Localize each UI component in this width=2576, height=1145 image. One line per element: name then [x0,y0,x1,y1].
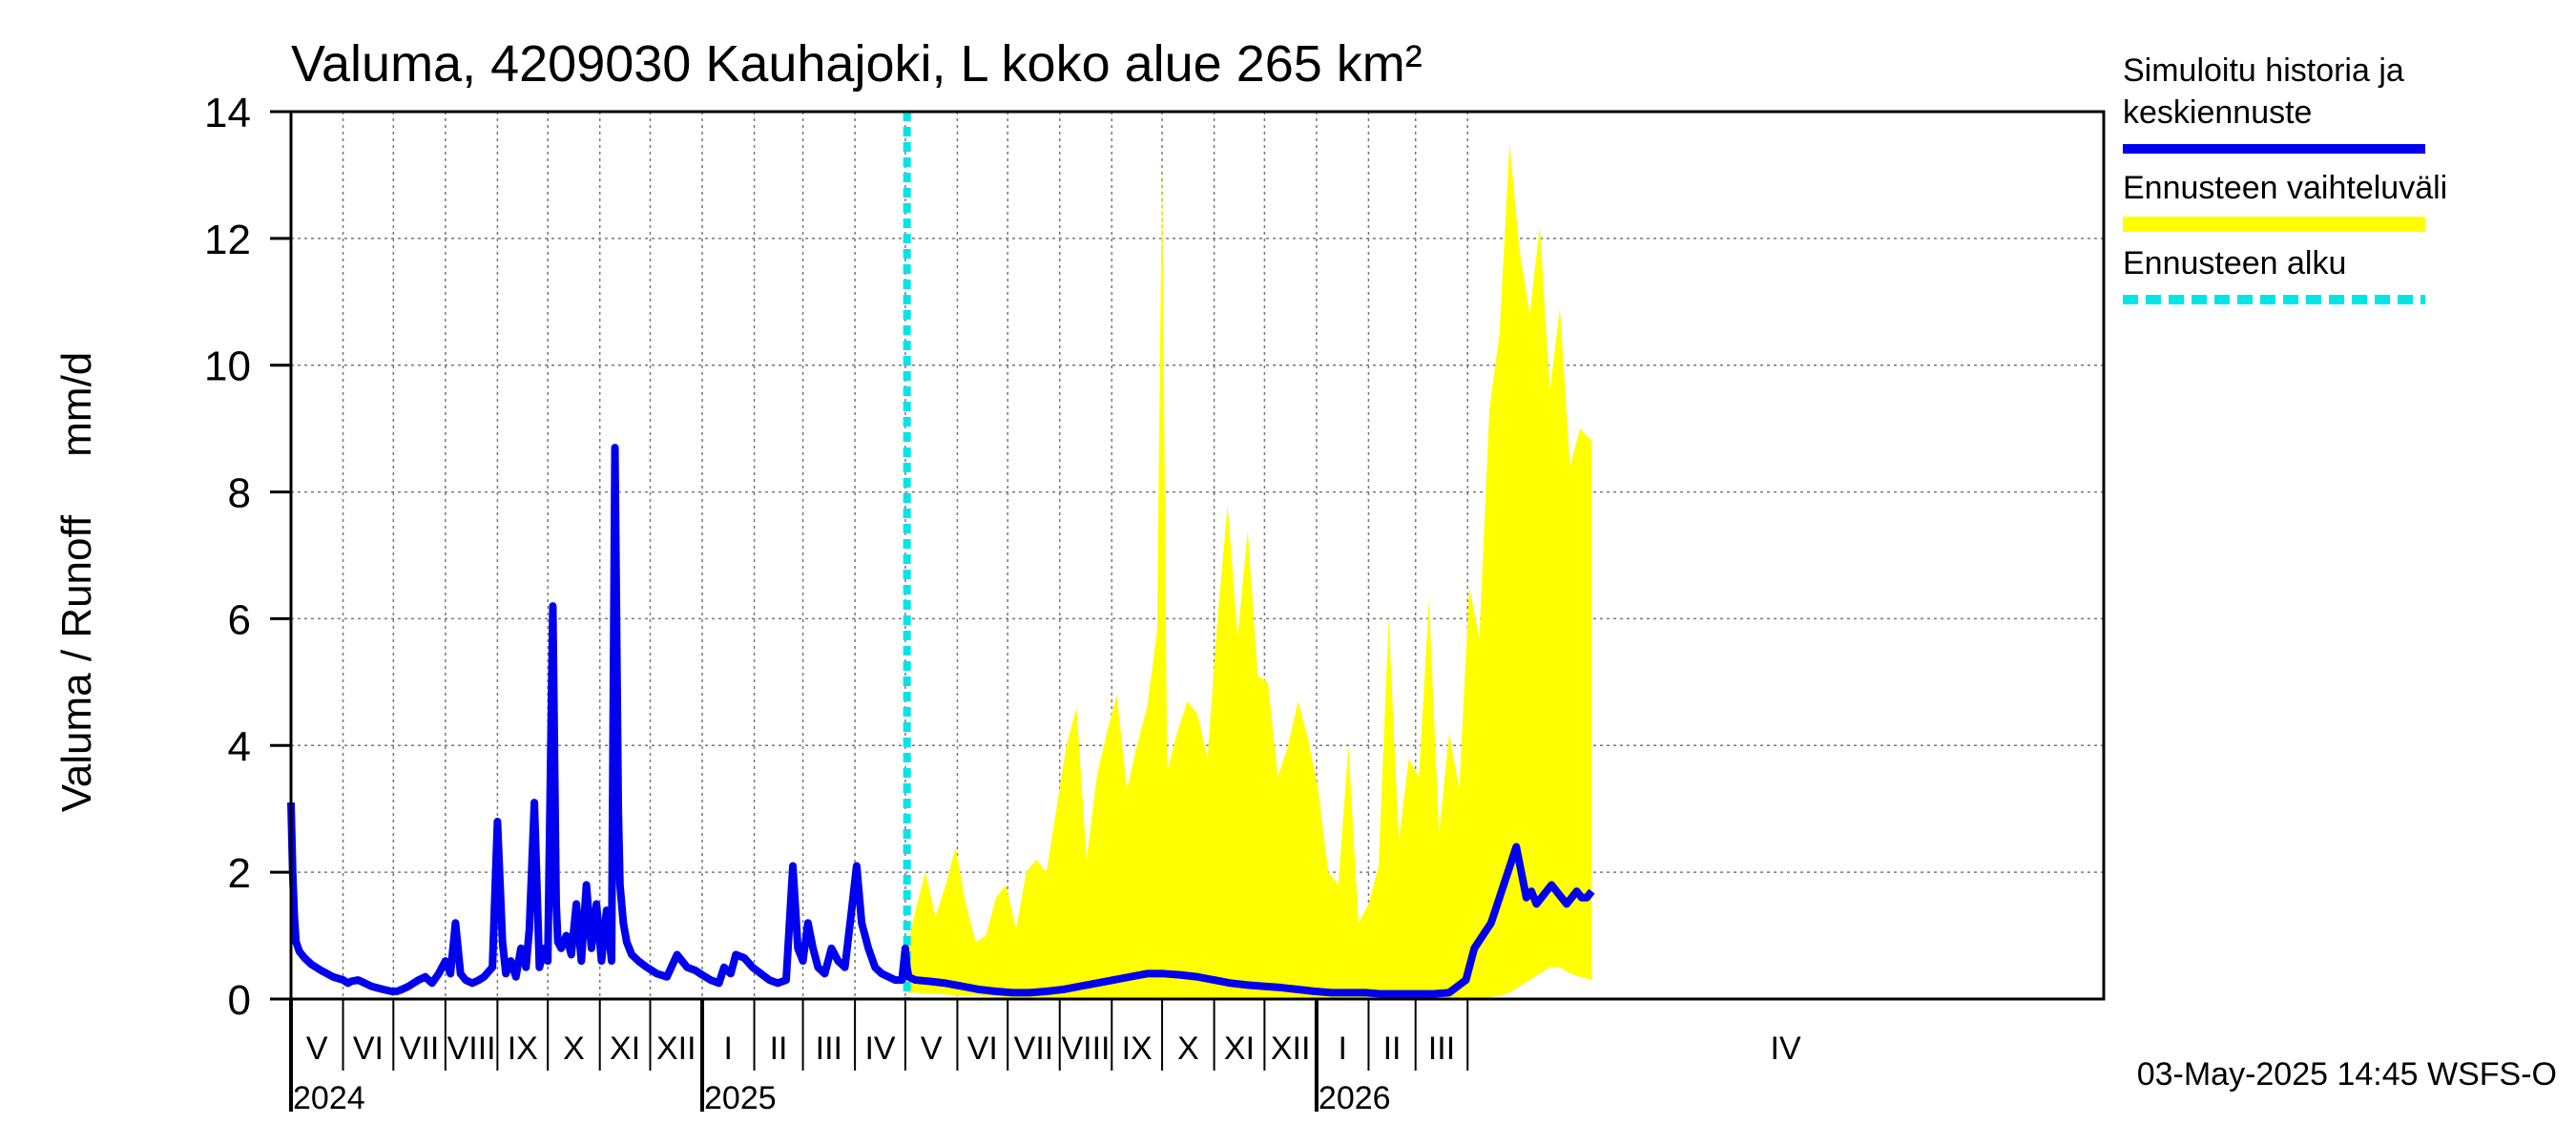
y-tick-label: 10 [204,344,251,390]
legend: Simuloitu historia ja keskiennuste Ennuste… [2123,52,2447,304]
legend-label: Ennusteen vaihteluväli [2123,170,2447,206]
forecast-range-band [906,143,1592,998]
month-label: III [816,1030,842,1067]
legend-label: Ennusteen alku [2123,245,2346,281]
y-tick-label: 4 [228,723,251,770]
month-label: V [306,1030,328,1067]
month-label: II [1383,1030,1402,1067]
timestamp-footer: 03-May-2025 14:45 WSFS-O [2137,1056,2557,1093]
simulated-runoff-line [287,444,1595,998]
month-label: X [1177,1030,1199,1067]
month-label: I [1338,1030,1346,1067]
legend-label: Simuloitu historia ja [2123,52,2404,89]
y-tick-label: 2 [228,850,251,897]
y-axis-label: Valuma / Runoff mm/d [53,352,100,813]
y-tick-label: 12 [204,217,251,263]
month-label: IV [864,1030,895,1067]
month-label: VI [353,1030,384,1067]
month-label: VII [400,1030,440,1067]
y-tick-label: 8 [228,470,251,517]
month-label: VII [1014,1030,1054,1067]
month-label: I [724,1030,733,1067]
month-label: V [921,1030,943,1067]
legend-label: keskiennuste [2123,94,2312,131]
month-label: IX [1122,1030,1153,1067]
month-label: XI [610,1030,640,1067]
month-label: XII [1271,1030,1311,1067]
y-tick-label: 0 [228,977,251,1024]
month-label: VI [967,1030,998,1067]
month-label: IX [508,1030,538,1067]
month-label: X [563,1030,585,1067]
chart-title: Valuma, 4209030 Kauhajoki, L koko alue 2… [291,35,1423,93]
month-label: IV [1771,1030,1801,1067]
year-label: 2024 [293,1080,365,1116]
month-label: VIII [1061,1030,1110,1067]
month-label: XI [1224,1030,1255,1067]
y-tick-label: 6 [228,596,251,643]
month-label: III [1428,1030,1455,1067]
month-label: XII [656,1030,696,1067]
year-label: 2025 [704,1080,777,1116]
month-label: II [770,1030,788,1067]
y-tick-label: 14 [204,90,251,136]
plot-frame [289,110,2106,1001]
month-label: VIII [447,1030,496,1067]
year-label: 2026 [1319,1080,1391,1116]
